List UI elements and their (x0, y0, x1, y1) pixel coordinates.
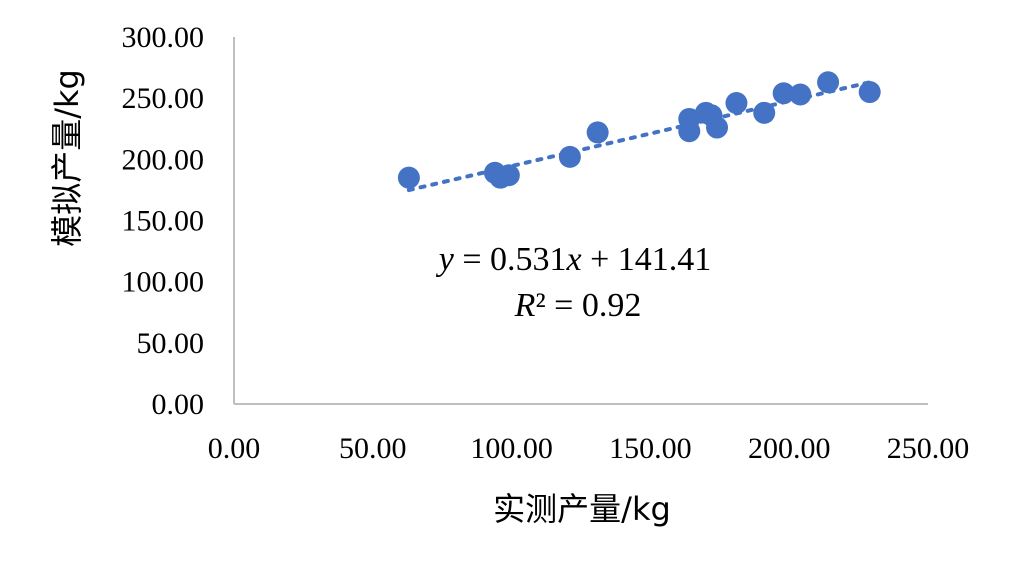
y-axis-title: 模拟产量/kg (48, 69, 86, 247)
y-tick-label: 150.00 (122, 205, 205, 238)
data-point (497, 164, 520, 187)
data-point (706, 116, 729, 139)
trendline-equation: y = 0.531x + 141.41 (436, 241, 712, 278)
data-point (858, 81, 881, 104)
x-tick-label: 0.00 (208, 432, 261, 465)
y-tick-label: 100.00 (122, 266, 205, 299)
x-tick-label: 250.00 (887, 432, 970, 465)
x-tick-label: 50.00 (339, 432, 407, 465)
data-point (558, 145, 581, 168)
data-point (772, 82, 795, 105)
y-tick-labels: 0.00 50.00 100.00 150.00 200.00 250.00 300.00 (122, 21, 205, 421)
trendline-r-squared: R² = 0.92 (514, 287, 642, 324)
data-point (789, 83, 812, 106)
equation-y-symbol: y (436, 241, 455, 278)
x-tick-label: 150.00 (609, 432, 692, 465)
x-tick-label: 100.00 (470, 432, 553, 465)
equation-slope: = 0.531 (454, 241, 567, 278)
y-tick-label: 300.00 (122, 21, 205, 54)
axes (233, 37, 928, 405)
r-squared-symbol: R (514, 287, 536, 324)
y-tick-label: 0.00 (152, 388, 205, 421)
y-tick-label: 50.00 (137, 327, 205, 360)
x-tick-label: 200.00 (748, 432, 831, 465)
data-point (678, 120, 701, 143)
data-point (725, 92, 748, 115)
equation-x-symbol: x (566, 241, 582, 278)
data-point (817, 71, 840, 94)
data-point (586, 121, 609, 144)
y-tick-label: 250.00 (122, 82, 205, 115)
data-points (397, 71, 881, 189)
x-tick-labels: 0.00 50.00 100.00 150.00 200.00 250.00 (208, 432, 970, 465)
data-point (397, 166, 420, 189)
equation-intercept: + 141.41 (582, 241, 712, 278)
y-tick-label: 200.00 (122, 143, 205, 176)
data-point (753, 101, 776, 124)
r-squared-value: ² = 0.92 (535, 287, 641, 324)
x-axis-title: 实测产量/kg (493, 490, 671, 528)
